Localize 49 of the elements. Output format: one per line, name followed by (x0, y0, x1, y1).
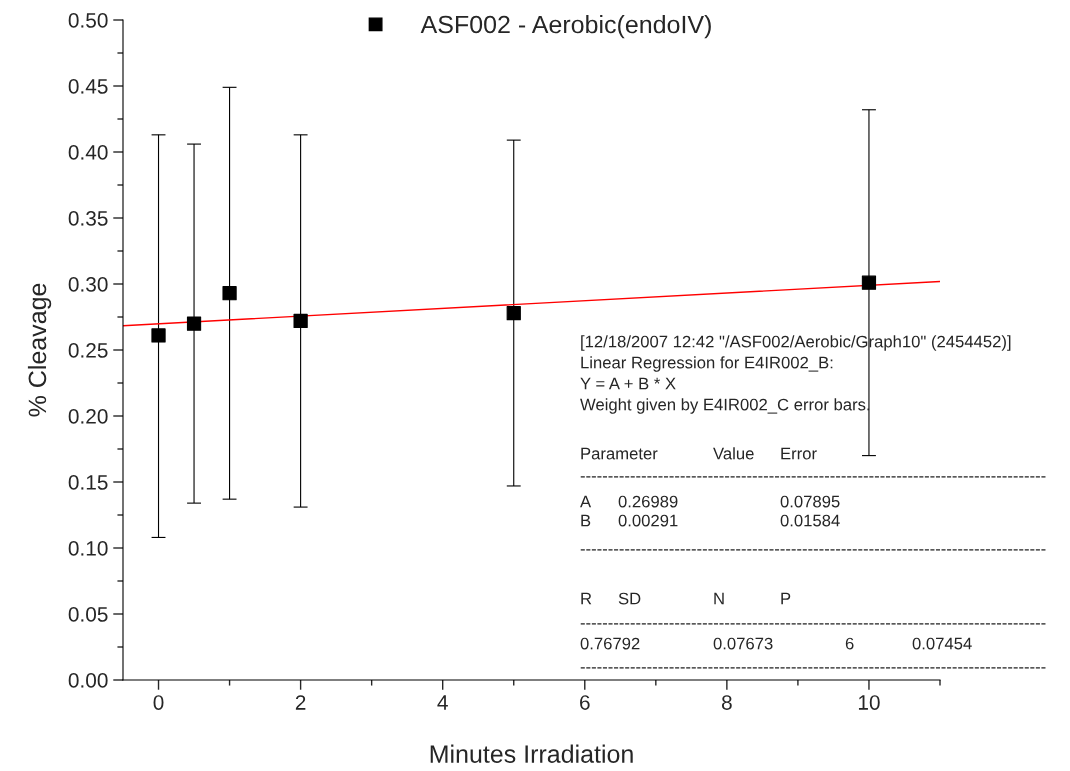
y-tick-label: 0.00 (68, 673, 108, 688)
x-tick-label: 4 (437, 695, 448, 710)
x-tick-label: 8 (721, 695, 732, 710)
annotation: 0.07895 (780, 495, 840, 508)
point (222, 286, 237, 301)
annotation: 0.07454 (912, 637, 972, 650)
y-tick-label: 0.40 (68, 145, 108, 160)
annotation: 0.00291 (618, 514, 678, 527)
legend-label: ASF002 - Aerobic(endoIV) (420, 15, 711, 39)
y-tick-label: 0.30 (68, 277, 108, 292)
y-tick-label: 0.35 (68, 211, 108, 226)
x-tick-label: 6 (580, 695, 590, 710)
y-tick-label: 0.10 (68, 541, 108, 556)
annotation: B (581, 514, 591, 527)
point (186, 316, 202, 331)
annotation: 0.76792 (580, 637, 640, 650)
annotation: Error (781, 447, 817, 460)
annotation: R (581, 592, 592, 605)
y-tick-label: 0.15 (68, 475, 108, 490)
annotation: Parameter (581, 447, 658, 460)
annotation: Value (713, 447, 754, 460)
annotation: ------------------------------------------------------------------------------------ (580, 549, 1046, 551)
point (293, 313, 308, 329)
annotation: ------------------------------------------------------------------------------------ (580, 667, 1046, 669)
point (861, 275, 877, 290)
y-tick-label: 0.50 (68, 13, 108, 28)
x-axis-title: Minutes Irradiation (430, 744, 633, 763)
annotation: Y = A + B * X (580, 377, 676, 390)
annotation: A (580, 495, 592, 508)
x-tick-label: 0 (153, 695, 164, 710)
annotation: P (781, 592, 791, 605)
annotation: 0.07673 (713, 637, 773, 650)
y-axis-title: % Cleavage (27, 283, 52, 417)
annotation: 0.26989 (618, 495, 678, 508)
annotation: ------------------------------------------------------------------------------------ (580, 476, 1046, 478)
x-tick-label: 10 (858, 695, 880, 710)
y-tick-label: 0.05 (68, 607, 108, 622)
x-tick-label: 2 (295, 695, 306, 710)
annotation: ------------------------------------------------------------------------------------ (580, 623, 1046, 625)
y-tick-label: 0.20 (68, 409, 108, 424)
y-tick-label: 0.45 (68, 79, 108, 94)
y-tick-label: 0.25 (68, 343, 108, 358)
annotation: 6 (845, 637, 854, 650)
annotation: Linear Regression for E4IR002_B: (581, 356, 833, 372)
annotation: N (714, 592, 724, 605)
annotation: SD (618, 592, 641, 605)
annotation: 0.01584 (780, 514, 840, 527)
point (151, 328, 166, 343)
point (506, 305, 521, 321)
